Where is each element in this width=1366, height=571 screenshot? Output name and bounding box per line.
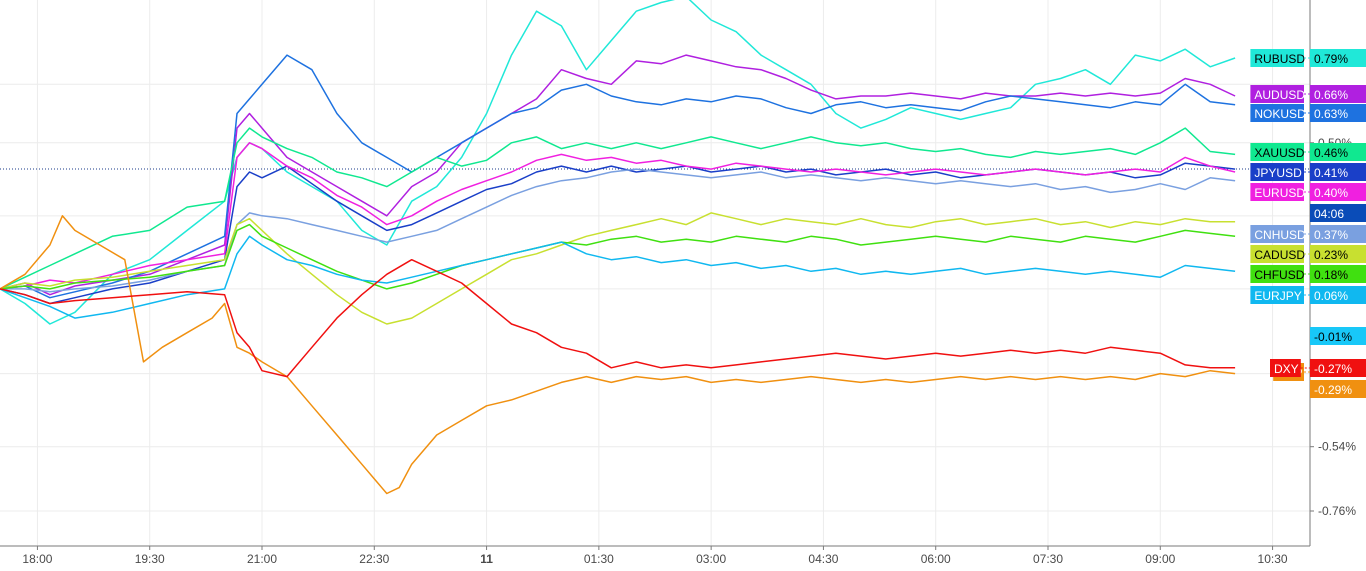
x-tick-label: 01:30 — [584, 552, 614, 566]
value-tag-text-usd: -0.01% — [1314, 330, 1352, 344]
name-tag-text-xauusd: XAUUSD — [1254, 146, 1304, 160]
value-tag-text-xauusd: 0.46% — [1314, 146, 1348, 160]
name-tag-nokusd — [1250, 104, 1304, 122]
value-tag-cnhusd — [1310, 225, 1366, 243]
value-tag-gbpusd — [1310, 380, 1366, 398]
x-tick-label: 10:30 — [1258, 552, 1288, 566]
x-tick-label: 07:30 — [1033, 552, 1063, 566]
value-tag-text-cadusd: 0.23% — [1314, 248, 1348, 262]
series-line-eurjpy — [0, 235, 1236, 319]
value-tag-text-usdrub: 04:06 — [1314, 207, 1344, 221]
y-tick-label: -0.54% — [1318, 440, 1356, 454]
series-line-audusd — [0, 54, 1236, 296]
series-line-cnhusd — [0, 168, 1236, 293]
value-tag-text-nokusd: 0.63% — [1314, 107, 1348, 121]
x-tick-label: 04:30 — [808, 552, 838, 566]
series-line-eurusd — [0, 142, 1236, 290]
value-tag-xauusd — [1310, 143, 1366, 161]
value-tag-text-chfusd: 0.18% — [1314, 268, 1348, 282]
name-tag-text-eurjpy: EURJPY — [1254, 289, 1301, 303]
name-tag-text-dxy: DXY — [1274, 362, 1299, 376]
name-tag-text-audusd: AUDUSD — [1254, 88, 1305, 102]
name-tag-text-cnhusd: CNHUSD — [1254, 228, 1306, 242]
x-tick-label: 03:00 — [696, 552, 726, 566]
series-line-nokusd — [0, 54, 1236, 299]
value-tag-eurjpy — [1310, 286, 1366, 304]
value-labels: 0.79% RUBUSD 0.66% AUDUSD 0.63% NOKUSD 0.46% XA… — [1250, 49, 1366, 398]
series-line-xauusd — [0, 127, 1236, 290]
value-tag-text-gbpusd: -0.29% — [1314, 383, 1352, 397]
value-tag-usdrub — [1310, 204, 1366, 222]
name-tag-dxy — [1270, 359, 1301, 377]
value-tag-usd — [1310, 327, 1366, 345]
x-tick-label: 22:30 — [359, 552, 389, 566]
value-tag-chfusd — [1310, 265, 1366, 283]
name-tag-text-nokusd: NOKUSD — [1254, 107, 1306, 121]
x-tick-label: 19:30 — [135, 552, 165, 566]
name-tag-jpyusd — [1250, 163, 1304, 181]
name-tag-chfusd — [1250, 265, 1304, 283]
series-line-chfusd — [0, 223, 1236, 290]
value-tag-dxy — [1310, 359, 1366, 377]
name-tag-rubusd — [1250, 49, 1304, 67]
name-tag-text-eurusd: EURUSD — [1254, 186, 1305, 200]
value-tag-cadusd — [1310, 245, 1366, 263]
name-tag-eurusd — [1250, 183, 1304, 201]
name-tag-text-cadusd: CADUSD — [1254, 248, 1305, 262]
value-tag-text-audusd: 0.66% — [1314, 88, 1348, 102]
series-layer — [0, 0, 1236, 495]
name-tag-cadusd — [1250, 245, 1304, 263]
name-tag-xauusd — [1250, 143, 1304, 161]
value-tag-text-jpyusd: 0.41% — [1314, 166, 1348, 180]
series-line-dxy — [0, 258, 1236, 378]
x-tick-label: 09:00 — [1145, 552, 1175, 566]
x-tick-label: 18:00 — [22, 552, 52, 566]
series-line-gbpusd — [0, 215, 1236, 495]
value-tag-nokusd — [1310, 104, 1366, 122]
x-tick-label: 21:00 — [247, 552, 277, 566]
value-tag-text-dxy: -0.27% — [1314, 362, 1352, 376]
value-tag-text-rubusd: 0.79% — [1314, 52, 1348, 66]
series-line-cadusd — [0, 212, 1236, 325]
value-tag-text-cnhusd: 0.37% — [1314, 228, 1348, 242]
x-tick-label: 11 — [480, 552, 493, 566]
name-tag-audusd — [1250, 85, 1304, 103]
value-tag-rubusd — [1310, 49, 1366, 67]
value-tag-text-eurjpy: 0.06% — [1314, 289, 1348, 303]
name-tag-cnhusd — [1250, 225, 1304, 243]
name-tag-text-rubusd: RUBUSD — [1254, 52, 1305, 66]
name-tag-eurjpy — [1250, 286, 1304, 304]
name-tag-text-chfusd: CHFUSD — [1254, 268, 1304, 282]
x-tick-label: 06:00 — [921, 552, 951, 566]
value-tag-eurusd — [1310, 183, 1366, 201]
value-tag-text-eurusd: 0.40% — [1314, 186, 1348, 200]
name-tag-text-jpyusd: JPYUSD — [1254, 166, 1302, 180]
y-tick-label: -0.76% — [1318, 504, 1356, 518]
value-tag-jpyusd — [1310, 163, 1366, 181]
value-tag-audusd — [1310, 85, 1366, 103]
